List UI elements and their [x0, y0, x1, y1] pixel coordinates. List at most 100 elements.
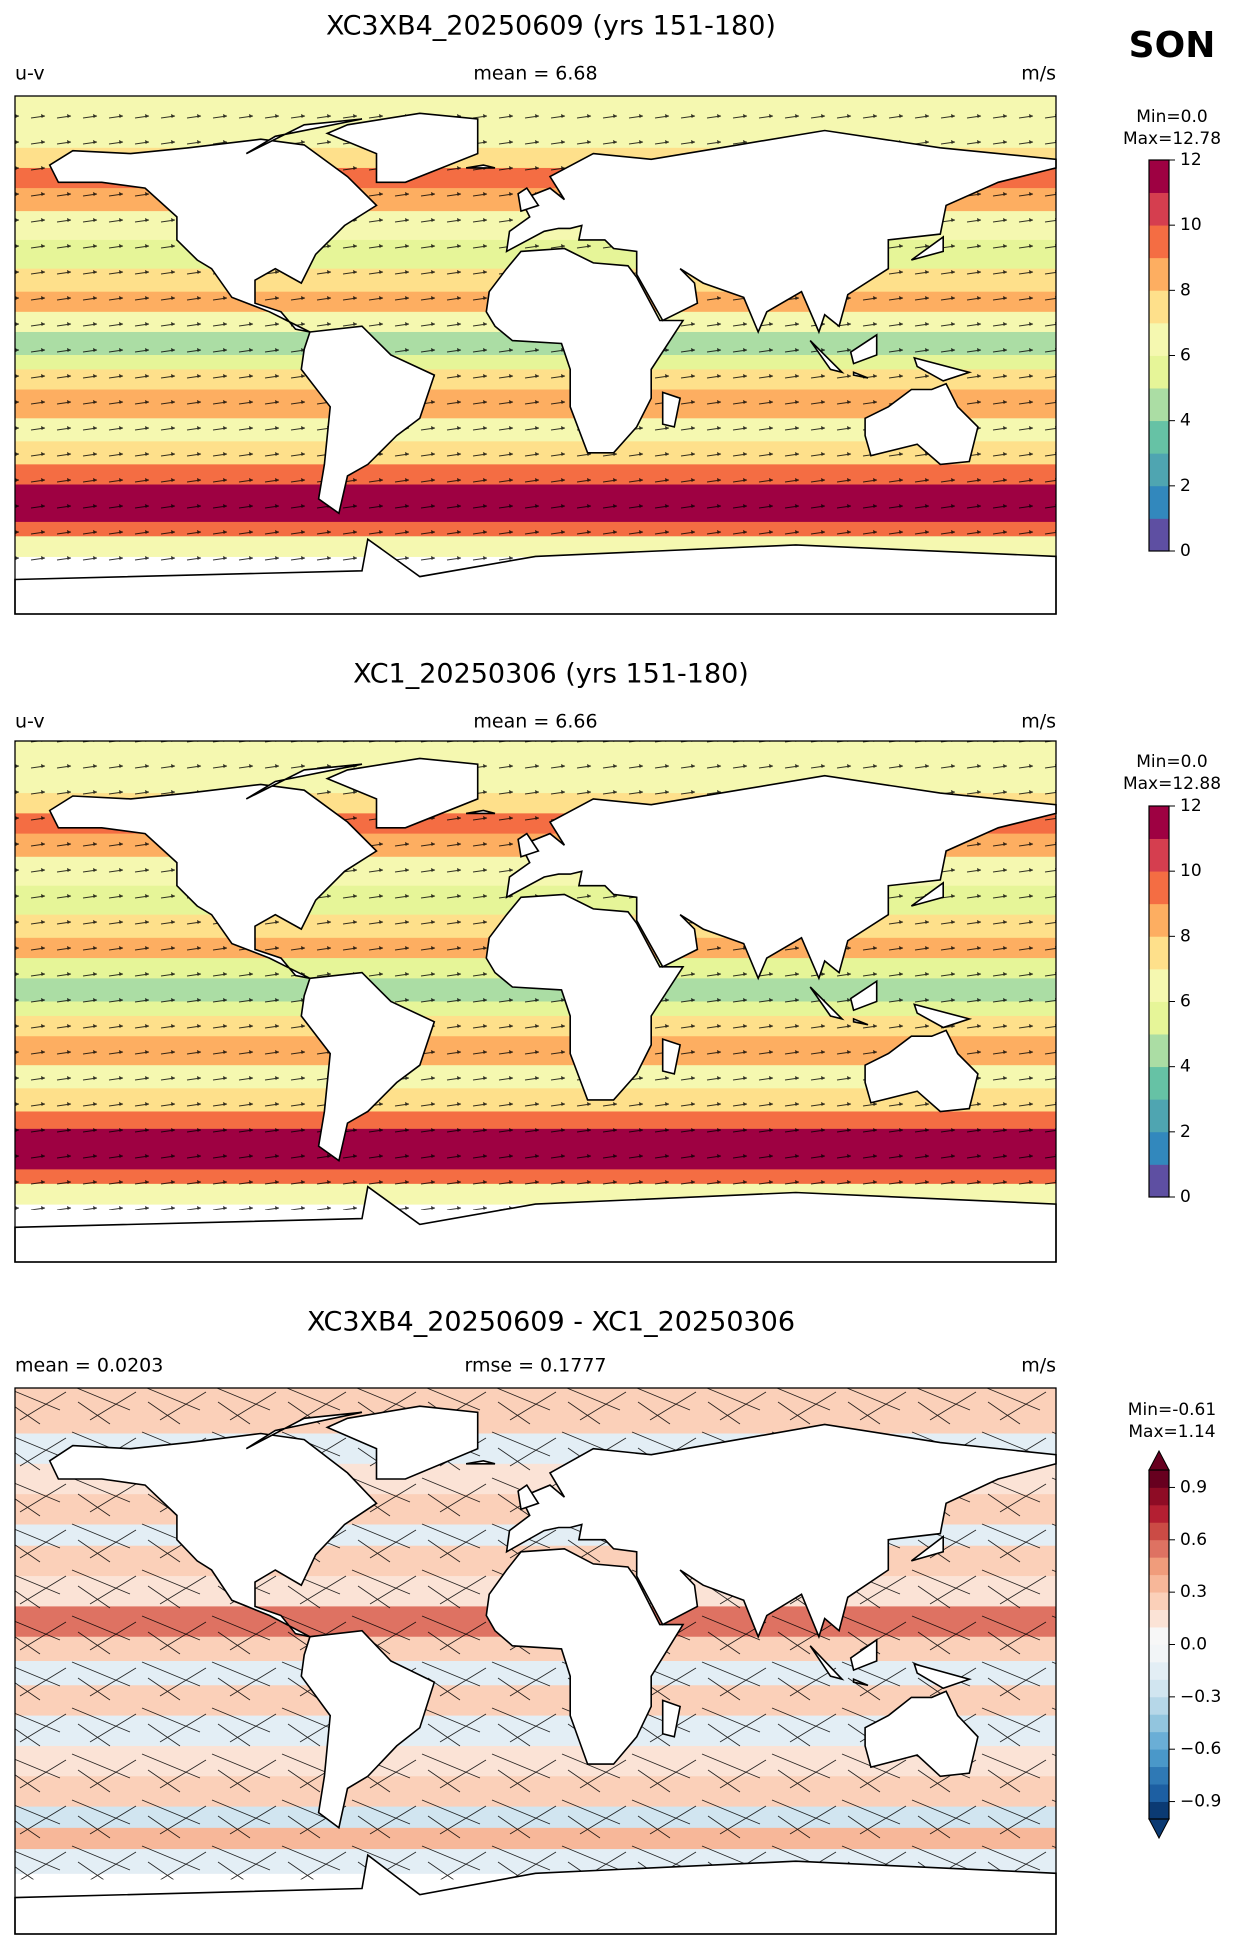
colorbar-segment: [1149, 1784, 1169, 1802]
colorbar-segment: [1149, 1539, 1169, 1558]
land: [849, 333, 878, 365]
land: [517, 832, 540, 858]
colorbar-segment: [1149, 903, 1169, 937]
land: [485, 1547, 685, 1765]
land: [661, 1699, 682, 1738]
colorbar-tick-label: 0: [1180, 541, 1191, 561]
land: [485, 893, 685, 1101]
land: [485, 247, 685, 454]
right-label: m/s: [1021, 711, 1056, 733]
min-label: Min=-0.61: [1128, 1400, 1216, 1420]
colorbar-segment: [1149, 453, 1169, 487]
colorbar-extend: [1148, 1449, 1170, 1471]
colorbar-segment: [1149, 1470, 1169, 1488]
colorbar-segment: [1149, 1661, 1169, 1680]
colorbar-segment: [1149, 1487, 1169, 1506]
colorbar-segment: [1149, 1164, 1169, 1198]
colorbar-segment: [1149, 1522, 1169, 1541]
right-label: m/s: [1021, 63, 1056, 85]
colorbar-tick-label: −0.6: [1180, 1739, 1221, 1759]
map-frame: [14, 95, 1057, 615]
land: [517, 186, 540, 213]
min-label: Min=0.0: [1136, 752, 1207, 772]
colorbar-tick-label: 8: [1180, 280, 1191, 300]
colorbar-tick-label: 2: [1180, 476, 1191, 496]
panel-title: XC3XB4_20250609 - XC1_20250306: [307, 1307, 795, 1338]
colorbar-segment: [1149, 1557, 1169, 1576]
map-frame: [14, 740, 1057, 1263]
map: [14, 740, 1057, 1263]
land: [864, 1029, 979, 1113]
colorbar-tick-label: 10: [1180, 861, 1202, 881]
land: [913, 1662, 972, 1690]
land: [852, 1677, 869, 1687]
colorbar-segment: [1149, 1609, 1169, 1628]
colorbar-tick-label: 0.0: [1180, 1635, 1207, 1655]
colorbar-segment: [1149, 968, 1169, 1002]
colorbar-segment: [1149, 1592, 1169, 1610]
land: [505, 1423, 1057, 1640]
colorbar-segment: [1149, 420, 1169, 454]
left-label: u-v: [15, 63, 45, 85]
land: [300, 1629, 436, 1830]
land: [849, 1638, 878, 1672]
colorbar-segment: [1149, 1749, 1169, 1768]
land: [300, 971, 436, 1163]
land: [48, 1432, 378, 1638]
land: [245, 118, 363, 155]
colorbar-segment: [1149, 1034, 1169, 1068]
max-label: Max=12.88: [1123, 774, 1221, 794]
colorbar-tick-label: 10: [1180, 215, 1202, 235]
land: [910, 235, 945, 261]
colorbar-tick-label: 6: [1180, 992, 1191, 1012]
center-label: rmse = 0.1777: [464, 1355, 606, 1377]
colorbar-segment: [1149, 355, 1169, 389]
colorbar-extend: [1148, 1818, 1170, 1840]
colorbar-segment: [1149, 225, 1169, 259]
colorbar-segment: [1149, 1504, 1169, 1523]
right-label: m/s: [1021, 1355, 1056, 1377]
colorbar-segment: [1149, 1679, 1169, 1698]
land: [245, 763, 363, 800]
land: [661, 391, 682, 428]
colorbar-segment: [1149, 1644, 1169, 1663]
map: [14, 1387, 1057, 1935]
max-label: Max=12.78: [1123, 129, 1221, 149]
colorbar-segment: [1149, 192, 1169, 226]
land: [910, 881, 945, 907]
land: [809, 986, 845, 1021]
colorbar-tick-label: 12: [1180, 796, 1202, 816]
colorbar-segment: [1149, 1066, 1169, 1100]
land: [864, 1690, 979, 1778]
land: [913, 356, 973, 382]
colorbar-tick-label: −0.9: [1180, 1792, 1221, 1812]
colorbar-segment: [1149, 838, 1169, 872]
land: [517, 1483, 540, 1511]
colorbar-segment: [1149, 290, 1169, 324]
min-label: Min=0.0: [1136, 107, 1207, 127]
land: [325, 757, 479, 829]
land: [849, 979, 878, 1012]
colorbar-segment: [1149, 1714, 1169, 1733]
land: [809, 340, 845, 374]
left-label: u-v: [15, 711, 45, 733]
land: [852, 371, 869, 379]
center-label: mean = 6.66: [473, 711, 597, 733]
colorbar-tick-label: 0.9: [1180, 1477, 1207, 1497]
land: [809, 1645, 845, 1681]
colorbar-tick-label: 12: [1180, 150, 1202, 170]
colorbar-tick-label: 0: [1180, 1187, 1191, 1207]
land: [465, 164, 496, 169]
colorbar-segment: [1149, 1766, 1169, 1785]
colorbar-segment: [1149, 388, 1169, 422]
colorbar-segment: [1149, 518, 1169, 552]
land: [325, 112, 479, 184]
land: [300, 325, 436, 515]
colorbar-tick-label: −0.3: [1180, 1687, 1221, 1707]
land: [852, 1017, 869, 1026]
colorbar-segment: [1149, 160, 1169, 193]
colorbar-segment: [1149, 1001, 1169, 1035]
map: [14, 95, 1057, 615]
left-label: mean = 0.0203: [15, 1355, 163, 1377]
